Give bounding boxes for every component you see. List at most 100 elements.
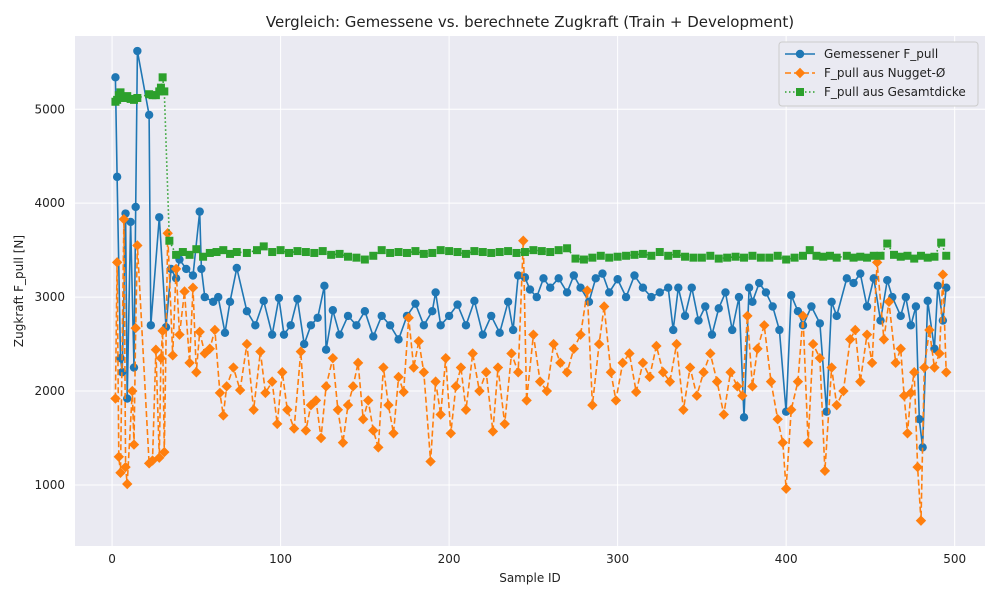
data-point — [394, 248, 403, 257]
data-point — [133, 46, 142, 56]
data-point — [756, 253, 765, 262]
data-point — [869, 251, 878, 260]
data-point — [385, 321, 395, 330]
data-point — [241, 338, 253, 350]
data-point — [178, 248, 187, 257]
data-point — [116, 88, 125, 97]
data-point — [487, 248, 496, 257]
data-point — [883, 239, 892, 248]
data-point — [487, 311, 496, 321]
x-tick-label: 0 — [108, 552, 116, 566]
y-tick-label: 4000 — [34, 196, 65, 210]
data-point — [842, 274, 852, 283]
data-point — [520, 273, 530, 282]
data-point — [363, 395, 374, 406]
data-point — [310, 248, 319, 257]
data-point — [521, 395, 532, 406]
data-point — [160, 87, 169, 96]
data-point — [814, 352, 826, 364]
data-point — [285, 248, 294, 257]
data-point — [157, 325, 168, 337]
data-point — [737, 390, 748, 401]
data-point — [532, 292, 541, 302]
data-point — [301, 248, 310, 257]
data-point — [357, 414, 369, 425]
data-point — [461, 321, 471, 330]
data-point — [444, 311, 454, 321]
data-point — [204, 343, 216, 354]
data-point — [337, 437, 349, 448]
data-point — [344, 252, 352, 261]
data-point — [293, 294, 302, 304]
data-point — [150, 344, 162, 355]
data-point — [827, 297, 836, 307]
data-point — [546, 283, 555, 292]
data-point — [514, 271, 523, 280]
data-point — [707, 330, 717, 339]
data-point — [714, 254, 723, 263]
data-point — [706, 251, 715, 260]
data-point — [575, 329, 586, 340]
data-point — [120, 461, 131, 473]
data-point — [593, 338, 605, 350]
data-point — [605, 288, 614, 297]
data-point — [508, 325, 518, 335]
data-point — [332, 404, 344, 416]
data-point — [898, 390, 910, 401]
data-point — [111, 73, 120, 82]
data-point — [279, 330, 289, 339]
data-point — [598, 301, 610, 312]
data-point — [684, 362, 696, 373]
data-point — [419, 249, 428, 258]
data-point — [725, 367, 736, 378]
data-point — [934, 348, 945, 359]
data-point — [916, 251, 925, 260]
data-point — [495, 328, 504, 337]
data-point — [773, 251, 782, 260]
data-point — [924, 324, 935, 336]
data-point — [513, 367, 524, 378]
data-point — [225, 297, 235, 307]
data-point — [910, 254, 919, 263]
data-point — [221, 381, 232, 392]
legend-marker — [796, 88, 804, 96]
data-point — [832, 253, 841, 262]
data-point — [591, 274, 600, 283]
data-point — [534, 376, 546, 387]
data-point — [226, 249, 235, 258]
data-point — [113, 95, 122, 104]
data-point — [413, 336, 424, 347]
data-point — [711, 376, 723, 387]
data-point — [754, 278, 764, 288]
data-point — [895, 343, 906, 354]
data-point — [630, 250, 639, 259]
data-point — [242, 306, 252, 316]
data-point — [537, 247, 546, 256]
data-point — [555, 357, 566, 369]
data-point — [807, 338, 819, 350]
data-point — [541, 385, 553, 397]
data-point — [453, 248, 462, 257]
data-point — [453, 300, 462, 309]
data-point — [772, 414, 783, 425]
data-point — [327, 250, 336, 259]
data-point — [272, 418, 283, 430]
legend-label: Gemessener F_pull — [824, 47, 938, 61]
data-point — [906, 321, 916, 330]
data-point — [402, 248, 411, 257]
y-tick-label: 1000 — [34, 478, 65, 492]
data-point — [450, 381, 462, 392]
data-point — [739, 413, 749, 422]
data-point — [460, 404, 472, 416]
data-point — [112, 172, 122, 182]
data-point — [554, 274, 563, 283]
data-point — [518, 235, 529, 246]
data-point — [605, 367, 617, 378]
data-point — [598, 269, 607, 278]
data-point — [394, 335, 403, 344]
data-point — [576, 283, 585, 292]
data-point — [144, 110, 154, 120]
data-point — [792, 376, 804, 387]
data-point — [941, 367, 952, 378]
legend: Gemessener F_pull F_pull aus Nugget-Ø F_pu… — [778, 41, 979, 107]
